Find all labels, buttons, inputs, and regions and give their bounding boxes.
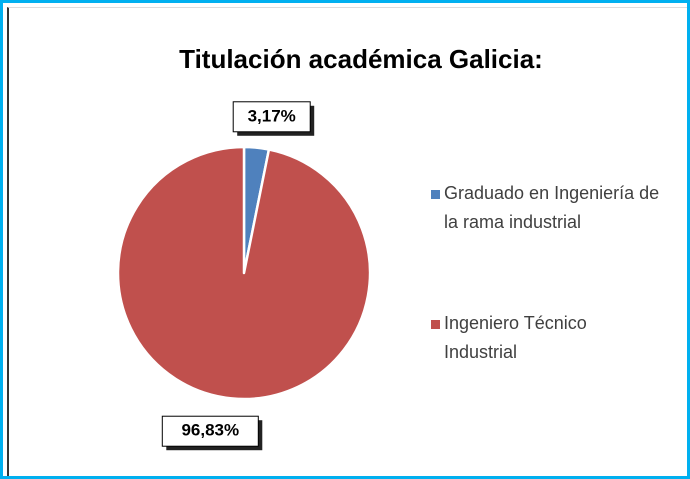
- chart: Titulación académica Galicia: 3,17% 96,83…: [116, 44, 543, 451]
- legend-swatch: [431, 190, 440, 199]
- pie-slice: [116, 145, 372, 401]
- chart-title: Titulación académica Galicia:: [179, 44, 543, 74]
- legend-swatch: [431, 320, 440, 329]
- label-box: [232, 101, 311, 133]
- data-label-text: 96,83%: [181, 421, 239, 440]
- data-label: 3,17%: [232, 101, 315, 136]
- legend-entry: Graduado en Ingeniería de la rama indust…: [431, 179, 661, 237]
- chart-area: [7, 7, 687, 476]
- label-box: [161, 415, 259, 447]
- legend-label: Ingeniero Técnico Industrial: [444, 313, 587, 362]
- data-label-text: 3,17%: [248, 106, 296, 125]
- legend-entry: Ingeniero Técnico Industrial: [431, 309, 661, 367]
- legend-label: Graduado en Ingeniería de la rama indust…: [444, 183, 660, 232]
- data-label: 96,83%: [161, 415, 263, 451]
- pie: [116, 145, 372, 401]
